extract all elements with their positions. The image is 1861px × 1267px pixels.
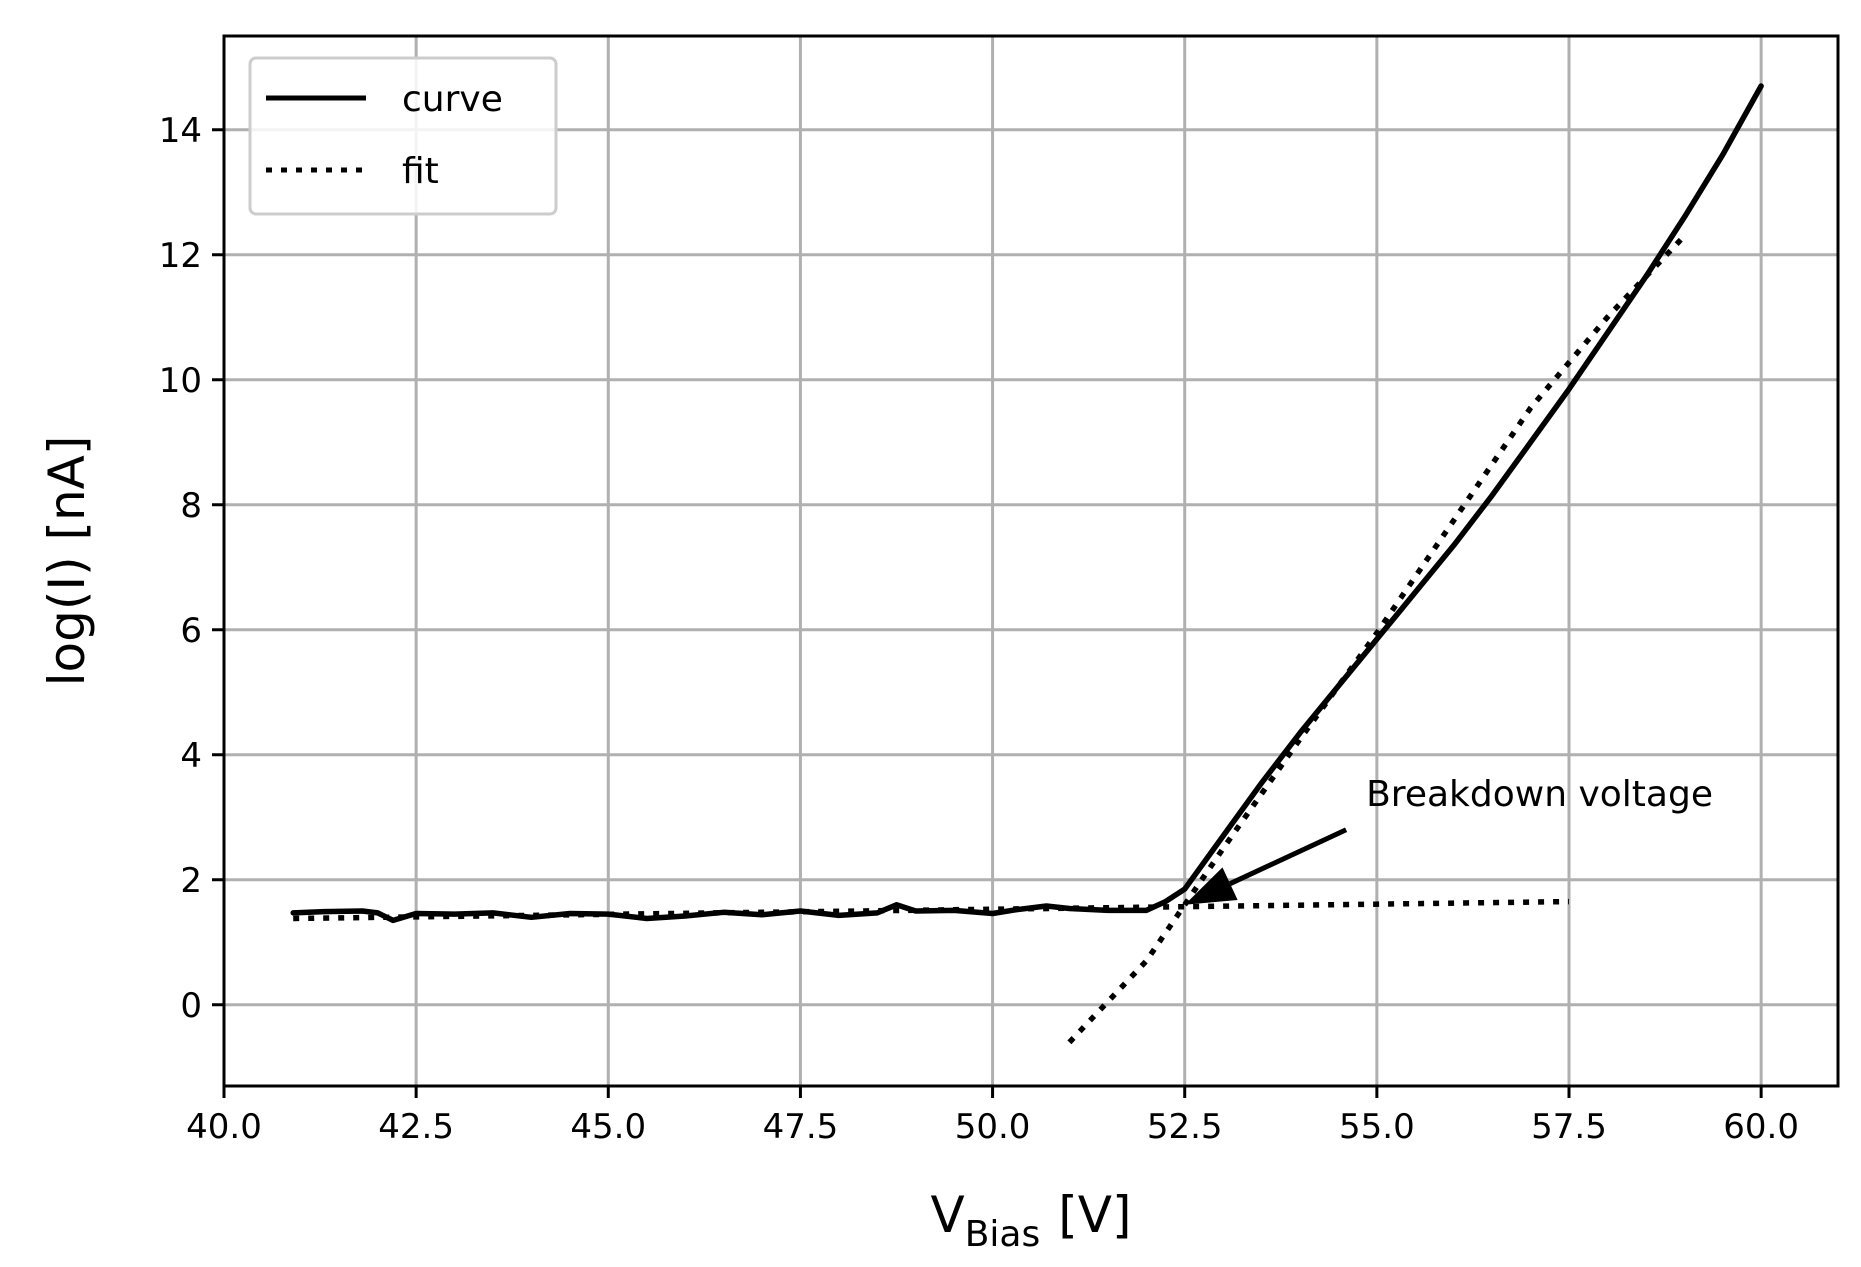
x-tick-label: 57.5 xyxy=(1531,1107,1607,1147)
x-axis-label: VBias [V] xyxy=(931,1186,1132,1255)
x-axis-label-main: V xyxy=(931,1186,965,1244)
x-tick-label: 45.0 xyxy=(570,1107,646,1147)
y-tick-label: 10 xyxy=(159,361,202,401)
legend-label-fit: fit xyxy=(402,151,439,192)
x-axis-label-subscript: Bias xyxy=(965,1214,1041,1255)
annotation-arrow-line xyxy=(1229,827,1348,886)
y-tick-label: 12 xyxy=(159,236,202,276)
curve-series xyxy=(290,83,1764,924)
grid xyxy=(222,36,1838,1086)
plot-area-frame xyxy=(222,34,1840,1088)
y-tick-label: 6 xyxy=(180,611,202,651)
x-tick-label: 40.0 xyxy=(186,1107,262,1147)
fit-line-segment xyxy=(1067,234,1687,1045)
x-tick-label: 50.0 xyxy=(955,1107,1031,1147)
axis-ticks: 40.0 42.5 45.0 47.5 50.0 52.5 55.0 57.5 60.0 0 2 4 6… xyxy=(159,111,1799,1147)
annotation-arrow-head xyxy=(1184,867,1238,905)
x-tick-label: 60.0 xyxy=(1723,1107,1799,1147)
x-tick-label: 52.5 xyxy=(1147,1107,1223,1147)
y-tick-label: 8 xyxy=(180,486,202,526)
curve-line xyxy=(290,83,1764,924)
legend: curve fit xyxy=(248,56,558,216)
annotation-text: Breakdown voltage xyxy=(1366,774,1713,815)
y-axis-label: log(I) [nA] xyxy=(38,436,96,687)
y-tick-label: 2 xyxy=(180,861,202,901)
x-axis-label-unit: [V] xyxy=(1058,1186,1131,1244)
y-tick-label: 14 xyxy=(159,111,202,151)
x-tick-label: 55.0 xyxy=(1339,1107,1415,1147)
x-tick-label: 42.5 xyxy=(378,1107,454,1147)
x-tick-label: 47.5 xyxy=(763,1107,839,1147)
y-tick-label: 4 xyxy=(180,736,202,776)
annotation: Breakdown voltage xyxy=(1184,774,1713,905)
y-tick-label: 0 xyxy=(180,986,202,1026)
legend-label-curve: curve xyxy=(402,79,503,120)
